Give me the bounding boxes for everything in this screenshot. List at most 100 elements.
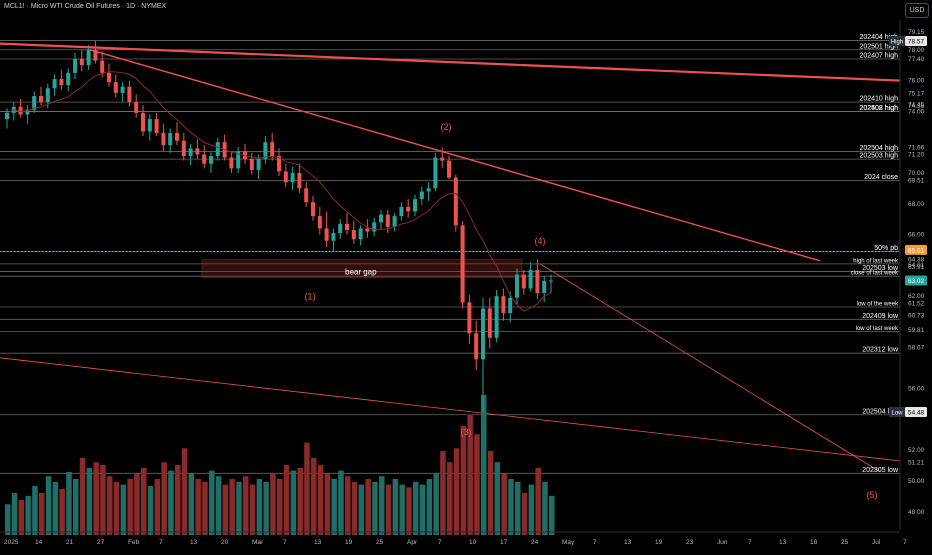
candle-body (474, 333, 479, 360)
volume-bar (508, 479, 514, 535)
price-badge (905, 36, 927, 46)
volume-bar (277, 479, 283, 535)
candle-body (39, 95, 43, 103)
projection-line (539, 263, 881, 473)
volume-bar (120, 484, 127, 535)
candle-body (508, 297, 513, 314)
volume-bar (134, 473, 140, 535)
price-tick-label: 70.00 (908, 170, 925, 177)
price-tick-label: 50.00 (908, 478, 925, 485)
currency-button[interactable]: USD (905, 3, 929, 18)
time-tick-label: 27 (97, 539, 105, 546)
candle-body (297, 172, 302, 189)
price-badge (905, 244, 927, 255)
volume-bar (297, 467, 303, 535)
candle-body (317, 216, 322, 229)
time-tick-label: Apr (407, 539, 418, 546)
price-badge (905, 275, 927, 286)
candle-body (528, 270, 533, 289)
candle-body (181, 140, 186, 157)
volume-bar (32, 486, 38, 535)
time-tick-label: May (562, 539, 575, 546)
price-tick-label: 76.00 (908, 78, 925, 85)
wave-label: (1) (305, 291, 316, 301)
volume-bar (501, 473, 507, 535)
candle-body (209, 156, 213, 164)
volume-bar (154, 479, 161, 535)
candles (5, 41, 553, 412)
volume-bar (222, 484, 229, 535)
level-label: 202504 low (862, 408, 899, 415)
price-tick-label: 69.51 (908, 178, 925, 185)
candle-body (141, 112, 145, 132)
volume-bar (195, 479, 201, 535)
volume-bar (100, 465, 106, 535)
candle-body (134, 102, 139, 113)
candle-body (542, 280, 547, 294)
volume-bar (338, 470, 344, 535)
trend-lines (0, 42, 901, 473)
wave-label: (4) (535, 236, 546, 246)
volume-bar (11, 493, 18, 535)
time-tick-label: 7 (438, 539, 442, 546)
candle-body (256, 159, 261, 170)
level-label: 202504 high (859, 145, 898, 152)
candle-body (93, 49, 98, 61)
level-label: low of last week (856, 326, 899, 332)
price-tick-label: 78.00 (908, 47, 925, 54)
volume-bar (528, 484, 535, 535)
annotations: 202404 high 202501 high 202407 high 202410 … (305, 34, 899, 500)
price-tick-label: 63.91 (908, 264, 925, 271)
volume-bar (460, 425, 467, 535)
volume-bar (392, 479, 399, 535)
wave-label: (5) (867, 490, 878, 500)
price-badge-text: 63.02 (908, 278, 925, 285)
time-tick-label: 19 (345, 539, 353, 546)
volume-bar (283, 465, 290, 535)
candle-body (392, 216, 397, 227)
candle-body (338, 223, 343, 234)
candle-body (501, 296, 506, 314)
candle-body (86, 49, 91, 66)
level-label: 202312 low (862, 347, 899, 354)
time-axis: 2025 14 21 27 Feb 7 13 20 Mar 7 13 19 25 Apr 7 10 17 24 Ma… (0, 531, 907, 546)
volume-bar (549, 495, 555, 535)
volume-bar (542, 481, 548, 535)
candle-body (154, 119, 159, 133)
volume-bar (447, 462, 453, 535)
price-tick-label: 77.40 (908, 56, 925, 63)
level-label: 202409 low (862, 313, 899, 320)
volume-bar (426, 479, 433, 535)
candle-body (413, 199, 417, 212)
candle-body (5, 112, 9, 120)
time-tick-label: 25 (841, 539, 849, 546)
candle-body (290, 172, 295, 183)
volume-bar (379, 476, 385, 535)
price-tick-label: 75.17 (908, 90, 925, 97)
price-axis: 79.15 78.5778.00 77.40 76.00 75.17 74.4574.36… (889, 0, 932, 550)
candle-body (399, 206, 404, 217)
price-badge-tag-bg (889, 36, 905, 46)
price-badge-tag: Low (891, 411, 903, 417)
price-tick-label: 61.52 (908, 301, 925, 308)
bear-gap-zone (201, 258, 523, 279)
time-tick-label: 24 (531, 539, 539, 546)
candle-body (161, 132, 166, 146)
price-badge (905, 407, 927, 417)
chart-header-symbol: MCL1! · Micro WTI Crude Oil Futures · 1D… (4, 3, 167, 10)
lower-channel-line (0, 357, 901, 462)
volume-bar (147, 486, 154, 535)
volume-bar (161, 462, 167, 535)
level-label: 202407 high (859, 53, 898, 60)
candle-body (236, 151, 241, 169)
volume-bar (168, 470, 174, 535)
volume-bar (406, 487, 412, 535)
price-badge-tag: High (891, 40, 903, 46)
candle-body (467, 302, 472, 334)
volume-bar (419, 484, 426, 535)
volume-bar (515, 481, 521, 535)
candle-body (331, 233, 336, 241)
volume-bar (86, 467, 93, 535)
time-tick-label: 17 (500, 539, 508, 546)
